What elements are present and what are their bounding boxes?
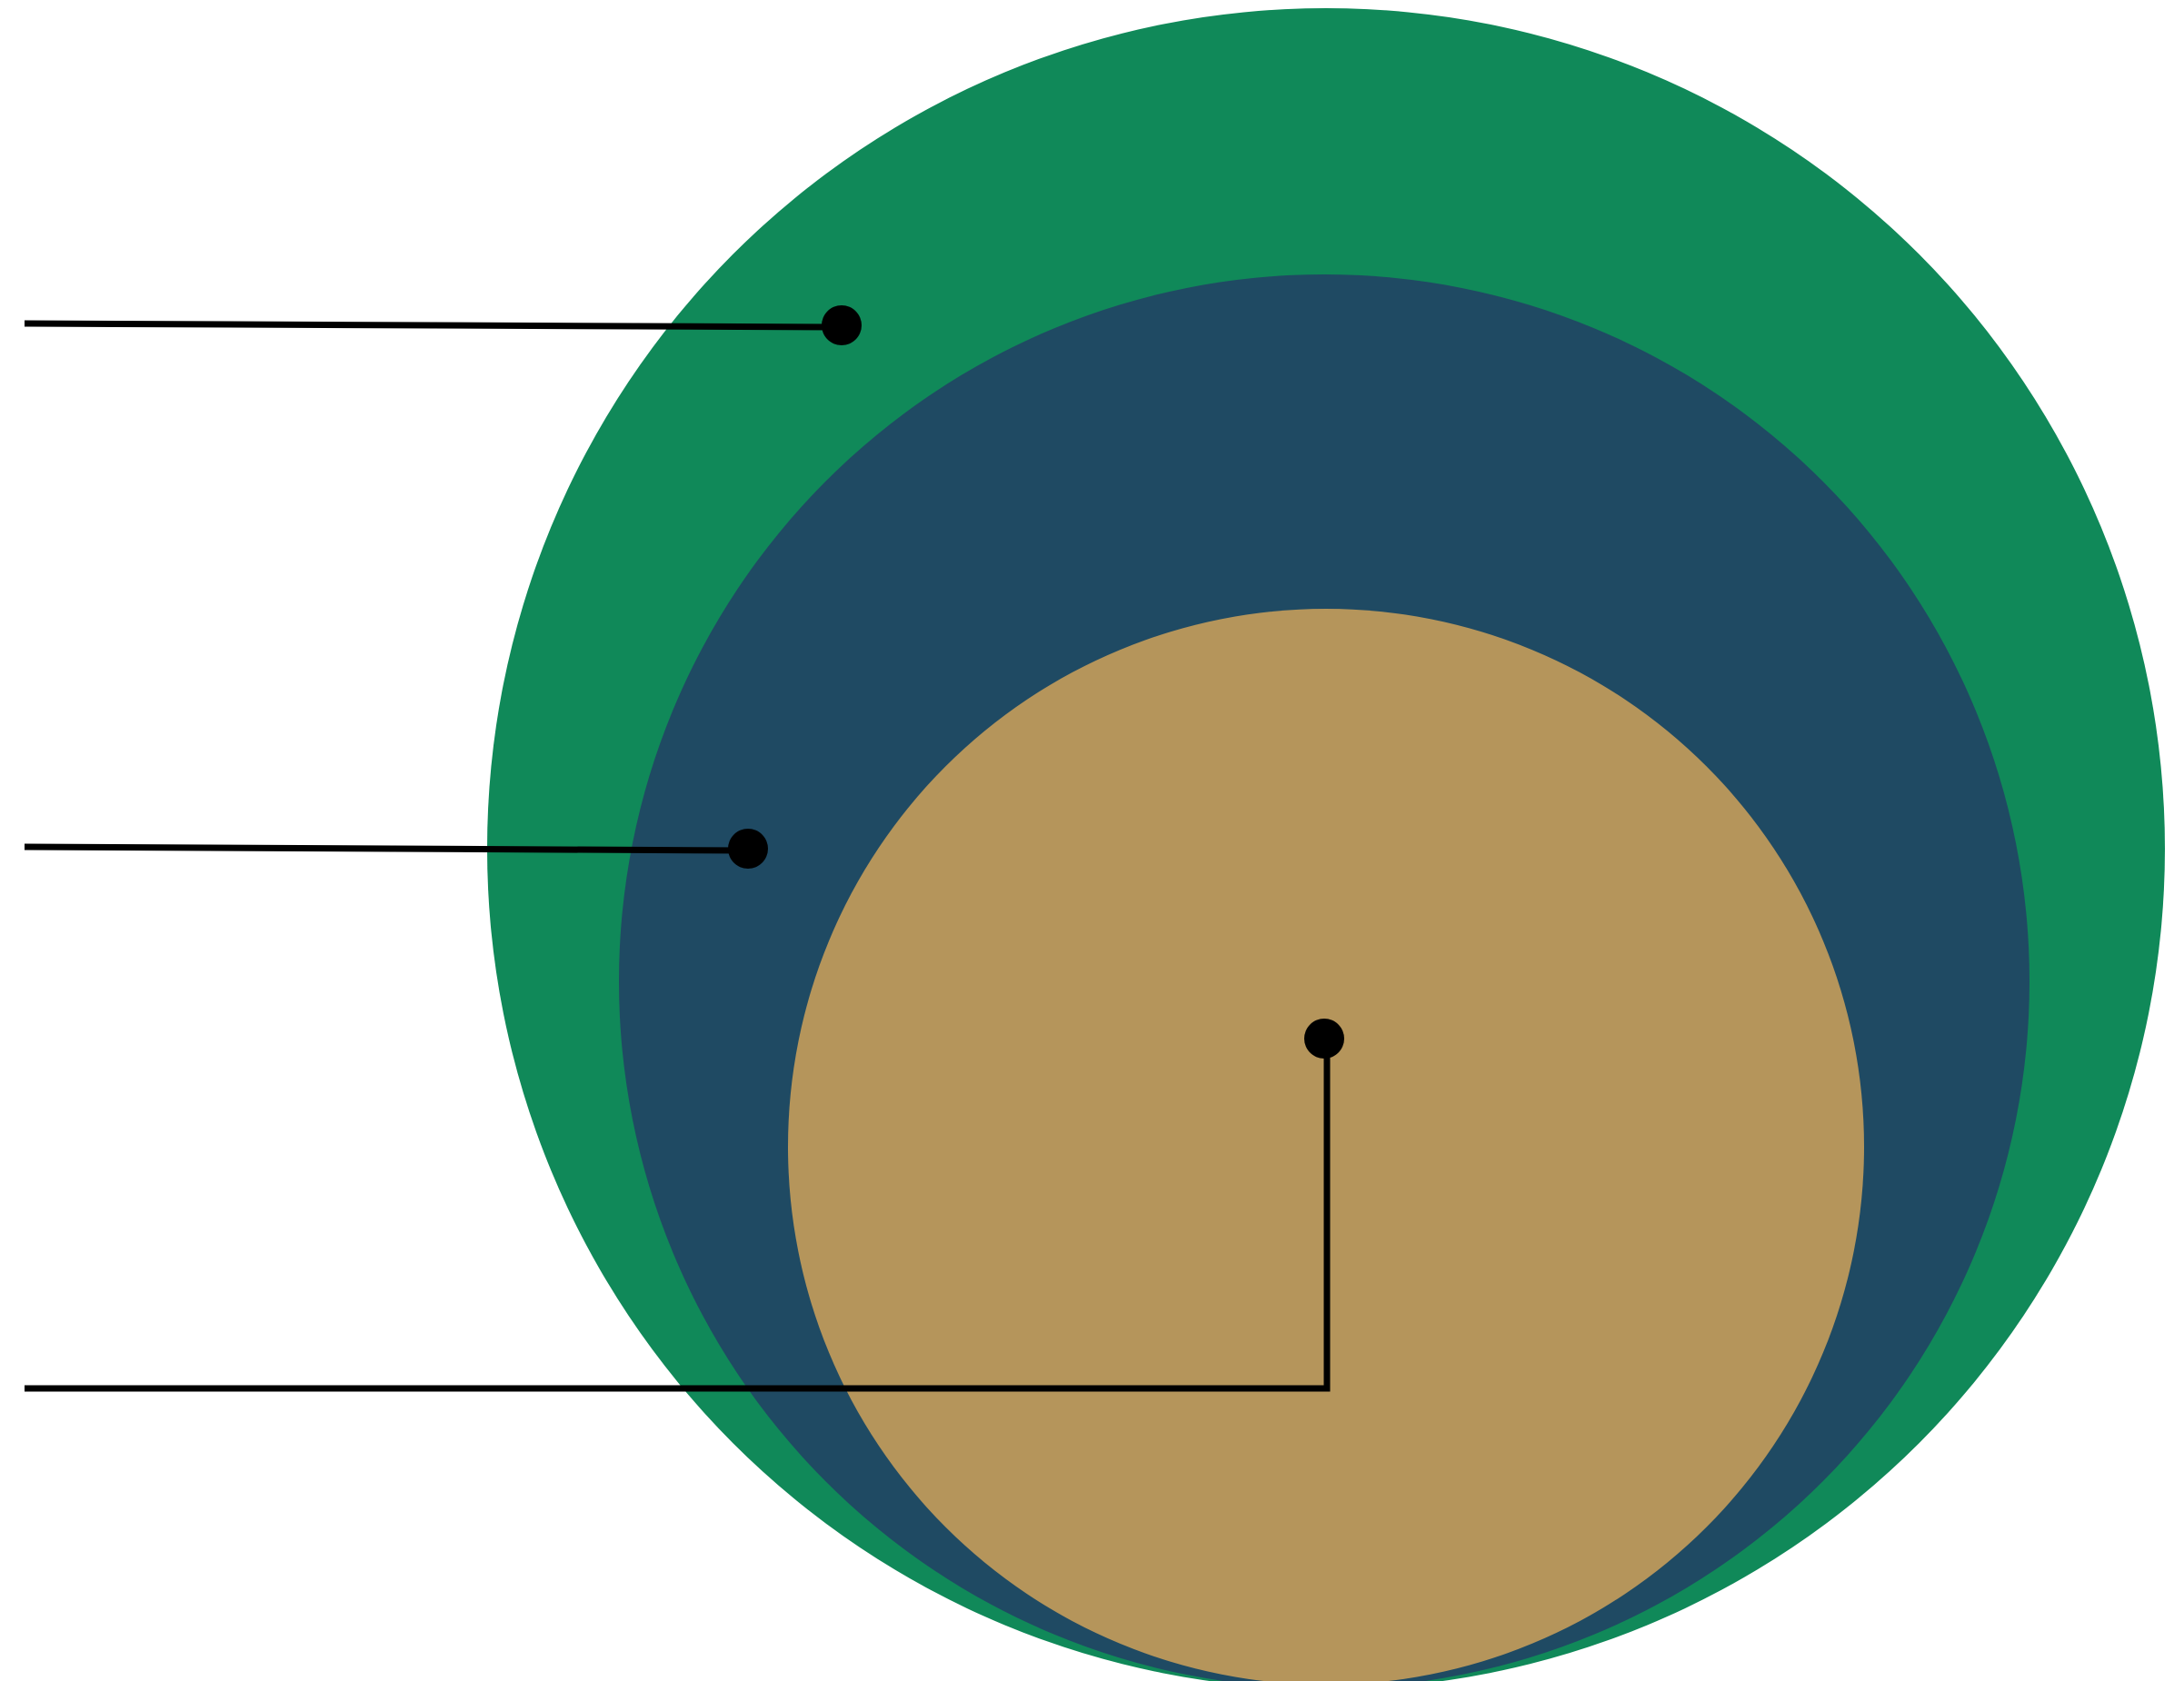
- middle-callout-dot: [728, 829, 768, 869]
- outer-callout-line: [24, 320, 842, 331]
- outer-callout-dot: [822, 305, 862, 345]
- middle-callout-line: [24, 843, 748, 854]
- inner-callout-line: [25, 1039, 1331, 1392]
- inner-callout-dot: [1304, 1019, 1344, 1059]
